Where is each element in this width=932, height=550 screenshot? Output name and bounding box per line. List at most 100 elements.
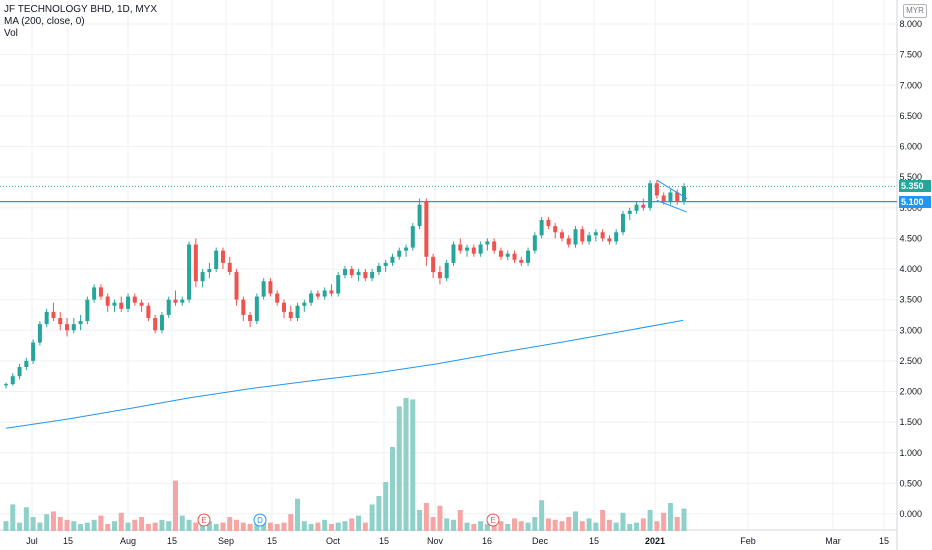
- earnings-marker[interactable]: E: [486, 513, 500, 527]
- candle-body: [10, 376, 15, 385]
- candle-body: [315, 293, 320, 297]
- chart-legend: JF TECHNOLOGY BHD, 1D, MYX MA (200, clos…: [4, 4, 157, 40]
- x-axis-labels: Jul 15 Aug 15 Sep 15 Oct 15 Nov 16 Dec 15 2021 Feb Mar…: [26, 536, 889, 546]
- candle-body: [648, 183, 653, 208]
- candle-body: [207, 269, 212, 273]
- x-tick-label: 16: [482, 536, 492, 546]
- volume-bar: [200, 524, 206, 531]
- volume-bar: [505, 524, 511, 531]
- volume-bar: [545, 518, 551, 531]
- candle-body: [620, 213, 625, 233]
- volume-bar: [64, 519, 70, 531]
- candles: [4, 180, 686, 389]
- candle-body: [526, 250, 531, 263]
- candle-body: [478, 244, 483, 254]
- x-tick-label: 15: [167, 536, 177, 546]
- candle-body: [593, 232, 598, 236]
- volume-bar: [308, 524, 314, 531]
- volume-bar: [498, 521, 504, 531]
- level-price-tag: 5.100: [899, 195, 931, 208]
- volume-bar: [240, 522, 246, 531]
- volume-bar: [600, 510, 606, 531]
- volume-bar: [118, 512, 124, 531]
- candle-body: [505, 253, 510, 257]
- candle-body: [329, 290, 334, 294]
- volume-bar: [179, 515, 185, 531]
- candle-body: [58, 318, 63, 325]
- volume-bar: [274, 524, 280, 531]
- candle-body: [424, 201, 429, 257]
- flag-trend-line: [656, 179, 688, 199]
- volume-bar: [335, 522, 341, 531]
- volume-bar: [111, 521, 117, 531]
- volume-bar: [532, 517, 538, 531]
- volume-bar: [383, 482, 389, 531]
- volume-bar: [566, 517, 572, 531]
- candle-body: [675, 192, 680, 202]
- volume-bar: [342, 521, 348, 531]
- y-tick-label: 4.500: [899, 233, 922, 243]
- candle-body: [492, 241, 497, 251]
- candle-body: [376, 265, 381, 273]
- candle-body: [682, 186, 686, 202]
- volume-bar: [552, 519, 558, 531]
- earnings-marker[interactable]: E: [197, 513, 211, 527]
- volume-bar: [667, 503, 673, 531]
- volume-bar: [57, 517, 63, 531]
- volume-bar: [234, 519, 240, 531]
- volume-bar: [152, 522, 158, 531]
- volume-bar: [356, 515, 362, 531]
- candle-body: [668, 192, 673, 202]
- volume-bar: [315, 522, 321, 531]
- volume-bar: [376, 496, 382, 531]
- candle-body: [614, 232, 619, 242]
- volume-bar: [98, 515, 104, 531]
- volume-bar: [437, 505, 443, 531]
- candle-body: [153, 318, 158, 331]
- volume-bar: [322, 519, 328, 531]
- candle-body: [146, 305, 151, 318]
- candle-body: [37, 324, 42, 343]
- candle-body: [498, 250, 503, 257]
- volume-bar: [410, 399, 416, 531]
- dividend-marker-label: D: [257, 516, 263, 525]
- earnings-marker-circle: [197, 513, 211, 527]
- candle-body: [417, 204, 422, 227]
- volume-bar: [457, 510, 463, 531]
- volume-bar: [71, 521, 77, 531]
- y-tick-label: 2.500: [899, 356, 922, 366]
- candle-body: [444, 262, 449, 279]
- volume-bar: [634, 522, 640, 531]
- volume-bar: [539, 500, 545, 531]
- volume-bar: [423, 503, 429, 531]
- candle-body: [187, 244, 192, 300]
- volume-bar: [681, 508, 687, 531]
- volume-bar: [444, 518, 450, 531]
- last-price-tag: 5.350: [899, 180, 931, 193]
- ma-200-line: [5, 319, 684, 429]
- candle-body: [119, 302, 124, 309]
- candle-body: [281, 302, 286, 312]
- candle-body: [92, 287, 97, 300]
- y-tick-label: 1.500: [899, 417, 922, 427]
- volume-bar: [573, 511, 579, 531]
- volume-bar: [37, 522, 43, 531]
- x-tick-label: 15: [63, 536, 73, 546]
- volume-bar: [464, 522, 470, 531]
- candle-body: [437, 272, 442, 279]
- dividend-marker[interactable]: D: [253, 513, 267, 527]
- x-tick-label: 15: [267, 536, 277, 546]
- dividend-marker-circle: [253, 513, 267, 527]
- candle-body: [553, 226, 558, 233]
- candle-body: [24, 360, 29, 367]
- x-tick-label: Nov: [427, 536, 444, 546]
- candle-body: [410, 226, 415, 248]
- volume-bar: [484, 524, 490, 531]
- currency-badge[interactable]: MYR: [903, 4, 927, 18]
- volume-bar: [328, 524, 334, 531]
- x-tick-label: Oct: [326, 536, 341, 546]
- volume-bar: [430, 517, 436, 531]
- volume-bar: [389, 447, 395, 531]
- candle-body: [587, 235, 592, 242]
